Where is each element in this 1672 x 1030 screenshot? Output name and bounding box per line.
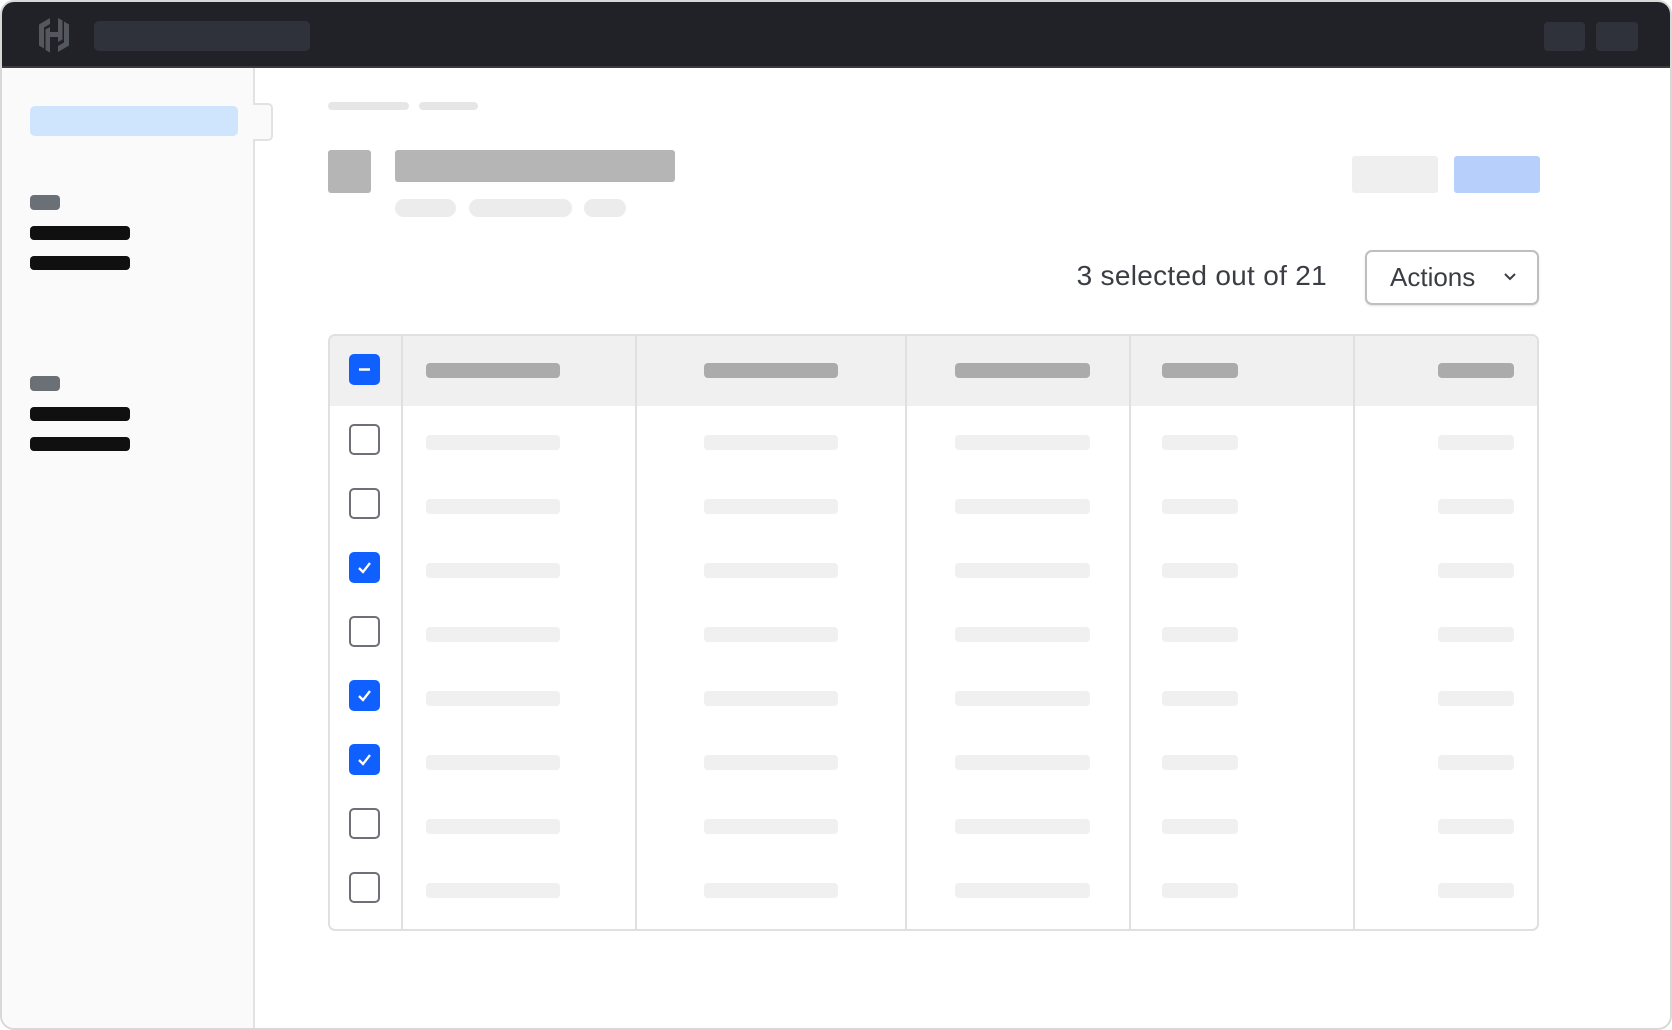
table-cell — [704, 435, 838, 450]
column-header — [955, 363, 1090, 378]
selection-summary: 3 selected out of 21 — [1076, 260, 1327, 291]
table-cell — [426, 755, 560, 770]
table-cell — [704, 691, 838, 706]
row-checkbox[interactable] — [349, 616, 380, 647]
table-cell — [955, 563, 1090, 578]
select-all-checkbox[interactable] — [349, 354, 380, 385]
sidebar-item[interactable] — [30, 437, 130, 451]
sidebar-group-label — [30, 195, 60, 210]
table-cell — [955, 883, 1090, 898]
breadcrumb-item[interactable] — [419, 102, 478, 110]
table-cell — [955, 819, 1090, 834]
column-header — [704, 363, 838, 378]
table-cell — [1162, 563, 1238, 578]
table-cell — [1438, 563, 1514, 578]
table-cell — [426, 563, 560, 578]
actions-dropdown[interactable]: Actions — [1365, 250, 1539, 305]
row-checkbox[interactable] — [349, 488, 380, 519]
table-cell — [1438, 819, 1514, 834]
sidebar-group-label — [30, 376, 60, 391]
sidebar-item-active[interactable] — [30, 106, 238, 136]
meta-pill — [584, 199, 626, 217]
column-divider — [905, 336, 907, 929]
column-divider — [401, 336, 403, 929]
hashicorp-logo-icon[interactable] — [36, 16, 72, 54]
sidebar-item[interactable] — [30, 226, 130, 240]
table-cell — [955, 435, 1090, 450]
table-cell — [1438, 883, 1514, 898]
table-cell — [704, 627, 838, 642]
table-cell — [1438, 499, 1514, 514]
breadcrumb-item[interactable] — [328, 102, 409, 110]
table-cell — [426, 691, 560, 706]
sidebar-item[interactable] — [30, 407, 130, 421]
table-cell — [1162, 819, 1238, 834]
row-checkbox[interactable] — [349, 424, 380, 455]
row-checkbox[interactable] — [349, 744, 380, 775]
check-icon — [358, 562, 371, 574]
row-checkbox[interactable] — [349, 552, 380, 583]
check-icon — [358, 754, 371, 766]
table-cell — [1438, 691, 1514, 706]
meta-pill — [469, 199, 572, 217]
table-cell — [1162, 435, 1238, 450]
table-cell — [704, 563, 838, 578]
table-cell — [1438, 627, 1514, 642]
table-cell — [1438, 755, 1514, 770]
table-cell — [1162, 755, 1238, 770]
column-header — [1162, 363, 1238, 378]
check-icon — [358, 690, 371, 702]
table-cell — [1162, 627, 1238, 642]
column-header — [1438, 363, 1514, 378]
column-divider — [1353, 336, 1355, 929]
actions-label: Actions — [1390, 262, 1476, 292]
sidebar-item[interactable] — [30, 256, 130, 270]
table-cell — [955, 755, 1090, 770]
chevron-down-icon — [1504, 273, 1516, 281]
table-cell — [1162, 691, 1238, 706]
row-checkbox[interactable] — [349, 680, 380, 711]
topbar-button[interactable] — [1544, 22, 1585, 51]
secondary-button[interactable] — [1352, 156, 1438, 193]
topbar-button[interactable] — [1596, 22, 1638, 51]
search-bar[interactable] — [94, 21, 310, 51]
page-title — [395, 150, 675, 182]
table-cell — [704, 883, 838, 898]
table-cell — [704, 819, 838, 834]
table-cell — [426, 499, 560, 514]
data-table — [328, 334, 1539, 931]
primary-button[interactable] — [1454, 156, 1540, 193]
minus-icon — [359, 368, 370, 371]
table-cell — [426, 435, 560, 450]
column-divider — [635, 336, 637, 929]
table-cell — [426, 819, 560, 834]
row-checkbox[interactable] — [349, 808, 380, 839]
table-cell — [1438, 435, 1514, 450]
table-cell — [704, 499, 838, 514]
table-cell — [955, 499, 1090, 514]
sidebar-collapse-tab[interactable] — [253, 103, 273, 141]
sidebar — [2, 68, 255, 1028]
table-cell — [1162, 883, 1238, 898]
table-cell — [955, 691, 1090, 706]
table-cell — [955, 627, 1090, 642]
column-divider — [1129, 336, 1131, 929]
row-checkbox[interactable] — [349, 872, 380, 903]
page-icon — [328, 150, 371, 193]
table-cell — [704, 755, 838, 770]
table-cell — [1162, 499, 1238, 514]
column-header — [426, 363, 560, 378]
meta-pill — [395, 199, 456, 217]
table-cell — [426, 883, 560, 898]
top-bar — [2, 2, 1670, 68]
table-cell — [426, 627, 560, 642]
